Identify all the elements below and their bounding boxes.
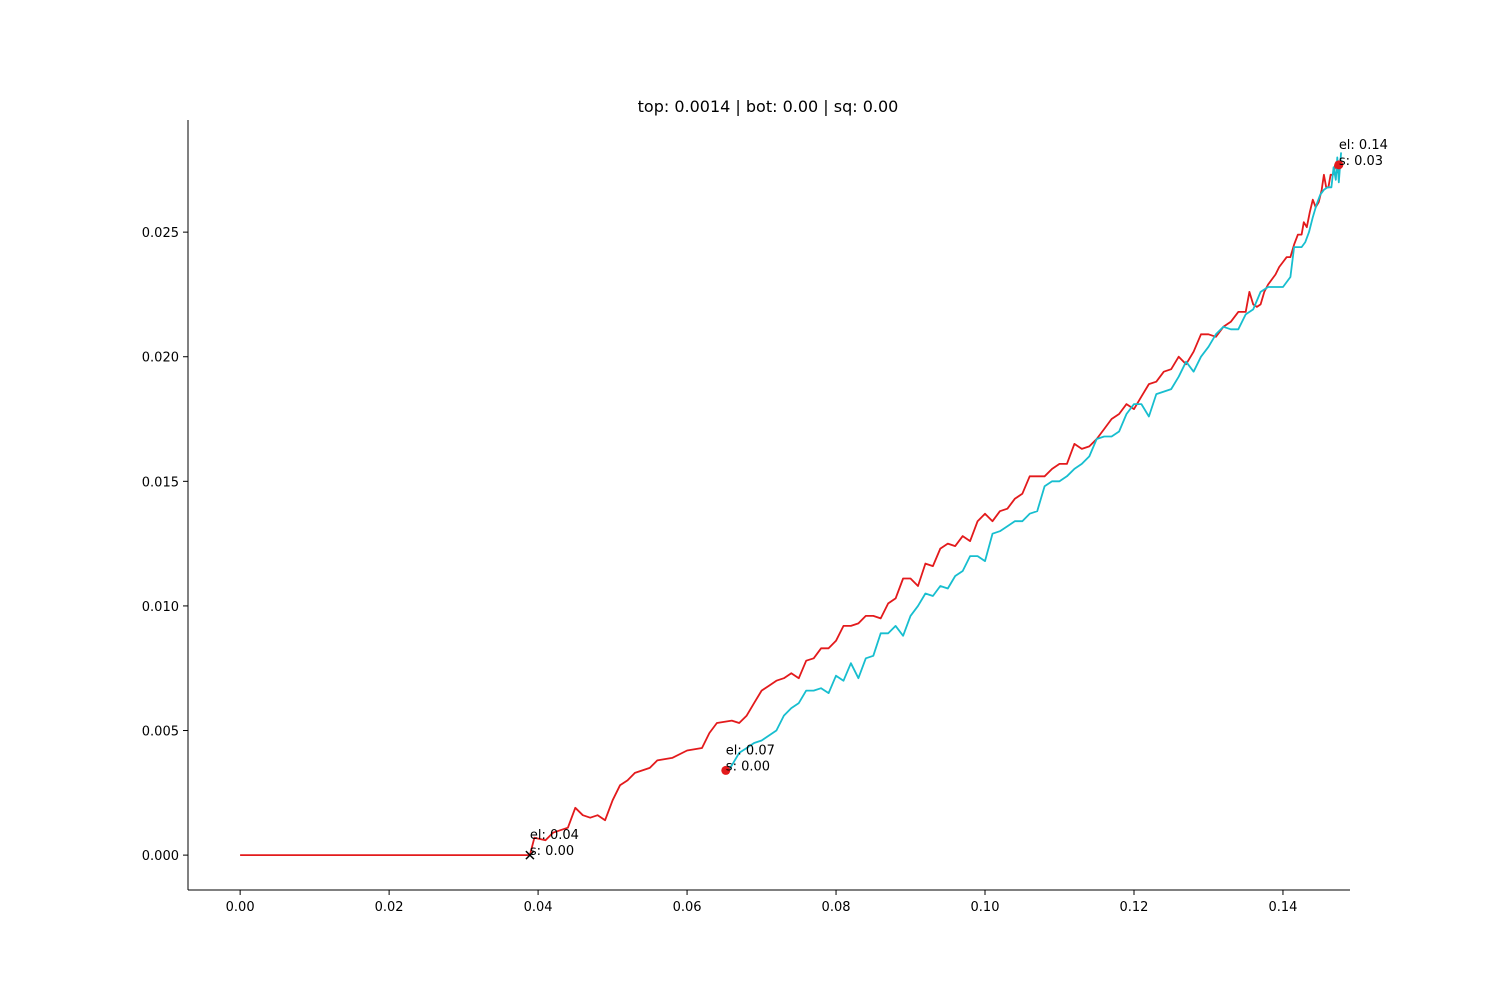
x-tick-label: 0.14	[1268, 900, 1297, 915]
x-tick-label: 0.06	[673, 900, 702, 915]
marker-annotation-s: s: 0.00	[530, 844, 574, 859]
x-tick-label: 0.00	[226, 900, 255, 915]
series-line-1	[240, 163, 1340, 856]
marker-annotation-s: s: 0.00	[726, 759, 770, 774]
y-tick-label: 0.000	[142, 849, 179, 864]
series-layer	[240, 152, 1342, 856]
x-tick-label: 0.10	[971, 900, 1000, 915]
x-tick-label: 0.08	[822, 900, 851, 915]
y-tick-label: 0.010	[142, 600, 179, 615]
x-tick-label: 0.12	[1120, 900, 1149, 915]
y-tick-label: 0.015	[142, 475, 179, 490]
x-marker	[525, 850, 535, 860]
chart-title: top: 0.0014 | bot: 0.00 | sq: 0.00	[638, 97, 899, 116]
point-marker	[721, 765, 731, 775]
y-tick-label: 0.025	[142, 226, 179, 241]
x-marker-stroke	[525, 850, 535, 860]
point-marker	[1334, 160, 1344, 170]
x-tick-label: 0.04	[524, 900, 553, 915]
y-tick-label: 0.020	[142, 351, 179, 366]
series-line-2	[727, 152, 1342, 771]
x-tick-label: 0.02	[375, 900, 404, 915]
marker-annotation-s: s: 0.03	[1339, 154, 1383, 169]
y-tick-label: 0.005	[142, 725, 179, 740]
marker-annotation-el: el: 0.07	[726, 743, 775, 758]
chart-axes: 0.00 0.02 0.04 0.06 0.08 0.10 0.12 0.14 0.000 0.0…	[142, 120, 1350, 915]
marker-annotation-el: el: 0.04	[530, 828, 579, 843]
marker-annotation-el: el: 0.14	[1339, 138, 1388, 153]
